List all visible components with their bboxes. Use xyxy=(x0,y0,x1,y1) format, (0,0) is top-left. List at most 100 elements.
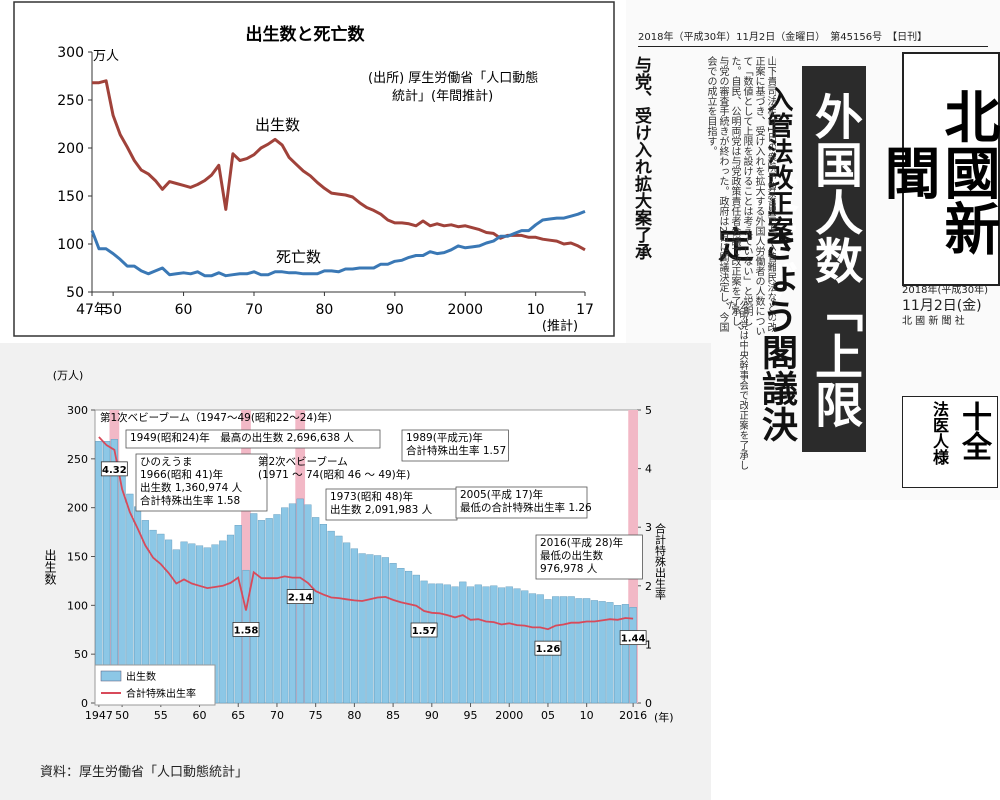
newspaper-date-line-1: 2018年(平成30年) xyxy=(902,285,988,296)
newspaper-ad-text: 法医人様 xyxy=(930,401,949,465)
chart2-annotation-text: 1949(昭和24)年 最高の出生数 2,696,638 人 xyxy=(130,431,354,444)
chart1-x-tick-label: 60 xyxy=(175,302,193,318)
chart2-x-tick-label: 55 xyxy=(154,709,168,722)
chart2-bar xyxy=(366,554,374,704)
chart2-bar xyxy=(412,574,420,704)
newspaper-date-line-3: 北 國 新 聞 社 xyxy=(902,316,965,327)
chart2-bar xyxy=(389,563,397,704)
chart2-bar xyxy=(265,518,273,704)
chart2-tfr-value-label: 2.14 xyxy=(288,593,313,604)
chart2-y2-axis-label: 合計特殊出生率 xyxy=(654,522,667,601)
chart2-bar xyxy=(621,604,629,704)
chart2-x-tick-label: 90 xyxy=(425,709,439,722)
chart2-bar xyxy=(234,525,242,704)
chart2-bar xyxy=(350,548,358,704)
chart2-bar xyxy=(257,520,266,704)
chart2-annotation-text: 最低の出生数 xyxy=(540,549,603,562)
chart2-bar xyxy=(606,602,614,704)
chart2-tfr-value-box xyxy=(232,622,260,637)
chart2-x-tick-label: 65 xyxy=(231,709,245,722)
newspaper-ad-box: 法医人様 十全 xyxy=(902,396,998,488)
chart2-x-tick-label: 2000 xyxy=(495,709,523,722)
chart2-y-tick-label: 100 xyxy=(67,599,88,612)
chart1-y-tick-label: 150 xyxy=(57,189,84,205)
chart2-bar xyxy=(420,580,428,704)
chart1-x-tick-label: 10 xyxy=(527,302,545,318)
chart2-bar xyxy=(443,584,451,704)
chart2-y-tick-label: 50 xyxy=(74,648,88,661)
chart1-x-tick-label: 50 xyxy=(104,302,122,318)
chart2-x-tick-label: 60 xyxy=(193,709,207,722)
chart2-highlight-band xyxy=(241,410,251,703)
chart2-tfr-value-label: 1.44 xyxy=(621,634,646,645)
chart2-bar xyxy=(281,507,289,704)
chart2-x-tick-label: 85 xyxy=(386,709,400,722)
newspaper-subhead-2: きょう閣議決定 xyxy=(712,226,797,442)
newspaper-masthead-box: 北國新聞 xyxy=(875,52,1000,286)
chart2-tfr-value-box xyxy=(410,622,438,638)
chart2-bar xyxy=(381,557,389,704)
chart1-frame xyxy=(13,1,615,337)
chart2-tfr-value-box xyxy=(534,640,562,656)
chart2-x-tick-label: 1947 xyxy=(85,709,113,722)
chart1-series-label-deaths: 死亡数 xyxy=(276,248,321,266)
newspaper-headline-box: 外国人数「上限設けず」 xyxy=(742,66,866,452)
chart2-y2-tick-label: 4 xyxy=(645,463,652,476)
chart2-annotation-text: 第1次ベビーブーム（1947～49(昭和22～24)年） xyxy=(100,411,338,424)
chart2-tfr-value-label: 1.58 xyxy=(234,625,259,636)
chart2-bar xyxy=(319,524,327,704)
chart1-x-tick-label: 90 xyxy=(386,302,404,318)
chart1-y-tick-label: 200 xyxy=(57,141,84,157)
chart2-y2-tick-label: 0 xyxy=(645,697,652,710)
chart2-bar xyxy=(343,542,351,704)
chart2-x-tick-label: 75 xyxy=(309,709,323,722)
chart2-x-tick-label: 70 xyxy=(270,709,284,722)
chart1-y-tick-label: 50 xyxy=(66,285,84,301)
chart2-tfr-value-label: 1.57 xyxy=(412,626,437,637)
chart2-annotation-text: 合計特殊出生率 1.57 xyxy=(406,444,506,457)
chart2-bar xyxy=(590,600,598,704)
chart2-source: 資料：厚生労働省「人口動態統計」 xyxy=(40,765,249,780)
chart2-unit-label: (万人) xyxy=(53,369,84,382)
chart2-annotation-text: 2005(平成 17)年 xyxy=(460,488,543,501)
chart2-y-tick-label: 200 xyxy=(67,502,88,515)
chart2-annotation-text: ひのえうま xyxy=(140,456,193,468)
newspaper-dateline: 2018年（平成30年）11月2日（金曜日） 第45156号 【日刊】 xyxy=(638,28,988,47)
chart2-bar xyxy=(397,568,405,704)
births-deaths-chart: 出生数と死亡数 万人 (出所) 厚生労働省「人口動態 統計」(年間推計) (推計… xyxy=(0,0,620,340)
chart2-y-tick-label: 300 xyxy=(67,404,88,417)
chart2-bar xyxy=(451,586,459,704)
births-tfr-chart: (万人) 出生数 合計特殊出生率 (年) 0 50 100 150 200 250 300 0… xyxy=(0,343,711,800)
chart2-bar xyxy=(358,553,366,704)
chart2-annotation-text: 1966(昭和 41)年 xyxy=(140,468,223,481)
chart1-source-line2: 統計」(年間推計) xyxy=(392,88,493,104)
chart2-bar xyxy=(521,590,529,704)
chart1-unit-label: 万人 xyxy=(93,49,119,64)
newspaper-subhead-1: 入管法改正案 xyxy=(763,86,793,242)
chart2-x-tick-label: 80 xyxy=(347,709,361,722)
chart2-annotation-text: 第2次ベビーブーム xyxy=(258,455,348,468)
newspaper-side-heading: 与党、受け入れ拡大案了承 xyxy=(631,56,651,260)
chart2-annotation-box xyxy=(125,429,381,449)
chart2-y2-tick-label: 2 xyxy=(645,580,652,593)
births-deaths-chart-svg: 出生数と死亡数 万人 (出所) 厚生労働省「人口動態 統計」(年間推計) (推計… xyxy=(13,1,615,337)
chart2-bar xyxy=(219,540,227,704)
chart2-annotation-text: 2016(平成 28)年 xyxy=(540,536,623,549)
legend-swatch-births xyxy=(100,670,122,682)
chart2-annotation-text: 1973(昭和 48)年 xyxy=(330,490,413,503)
chart2-tfr-value-label: 4.32 xyxy=(102,465,127,476)
chart2-bar xyxy=(490,585,498,704)
chart1-series-label-births: 出生数 xyxy=(255,116,300,134)
newspaper-body-text-2: 公明党は中央幹事会で改正案を了承した。 xyxy=(725,300,748,470)
chart1-x-note: (推計) xyxy=(542,318,578,334)
chart2-bar xyxy=(95,441,103,704)
chart2-y-tick-label: 250 xyxy=(67,453,88,466)
chart1-y-tick-label: 100 xyxy=(57,237,84,253)
chart1-title: 出生数と死亡数 xyxy=(246,24,366,45)
legend-label-tfr: 合計特殊出生率 xyxy=(126,687,196,700)
chart2-bar xyxy=(583,598,591,704)
chart2-tfr-line xyxy=(98,436,634,631)
chart2-bar xyxy=(335,535,343,704)
chart2-annotation-text: 出生数 2,091,983 人 xyxy=(330,503,433,516)
chart2-bar xyxy=(629,607,637,704)
